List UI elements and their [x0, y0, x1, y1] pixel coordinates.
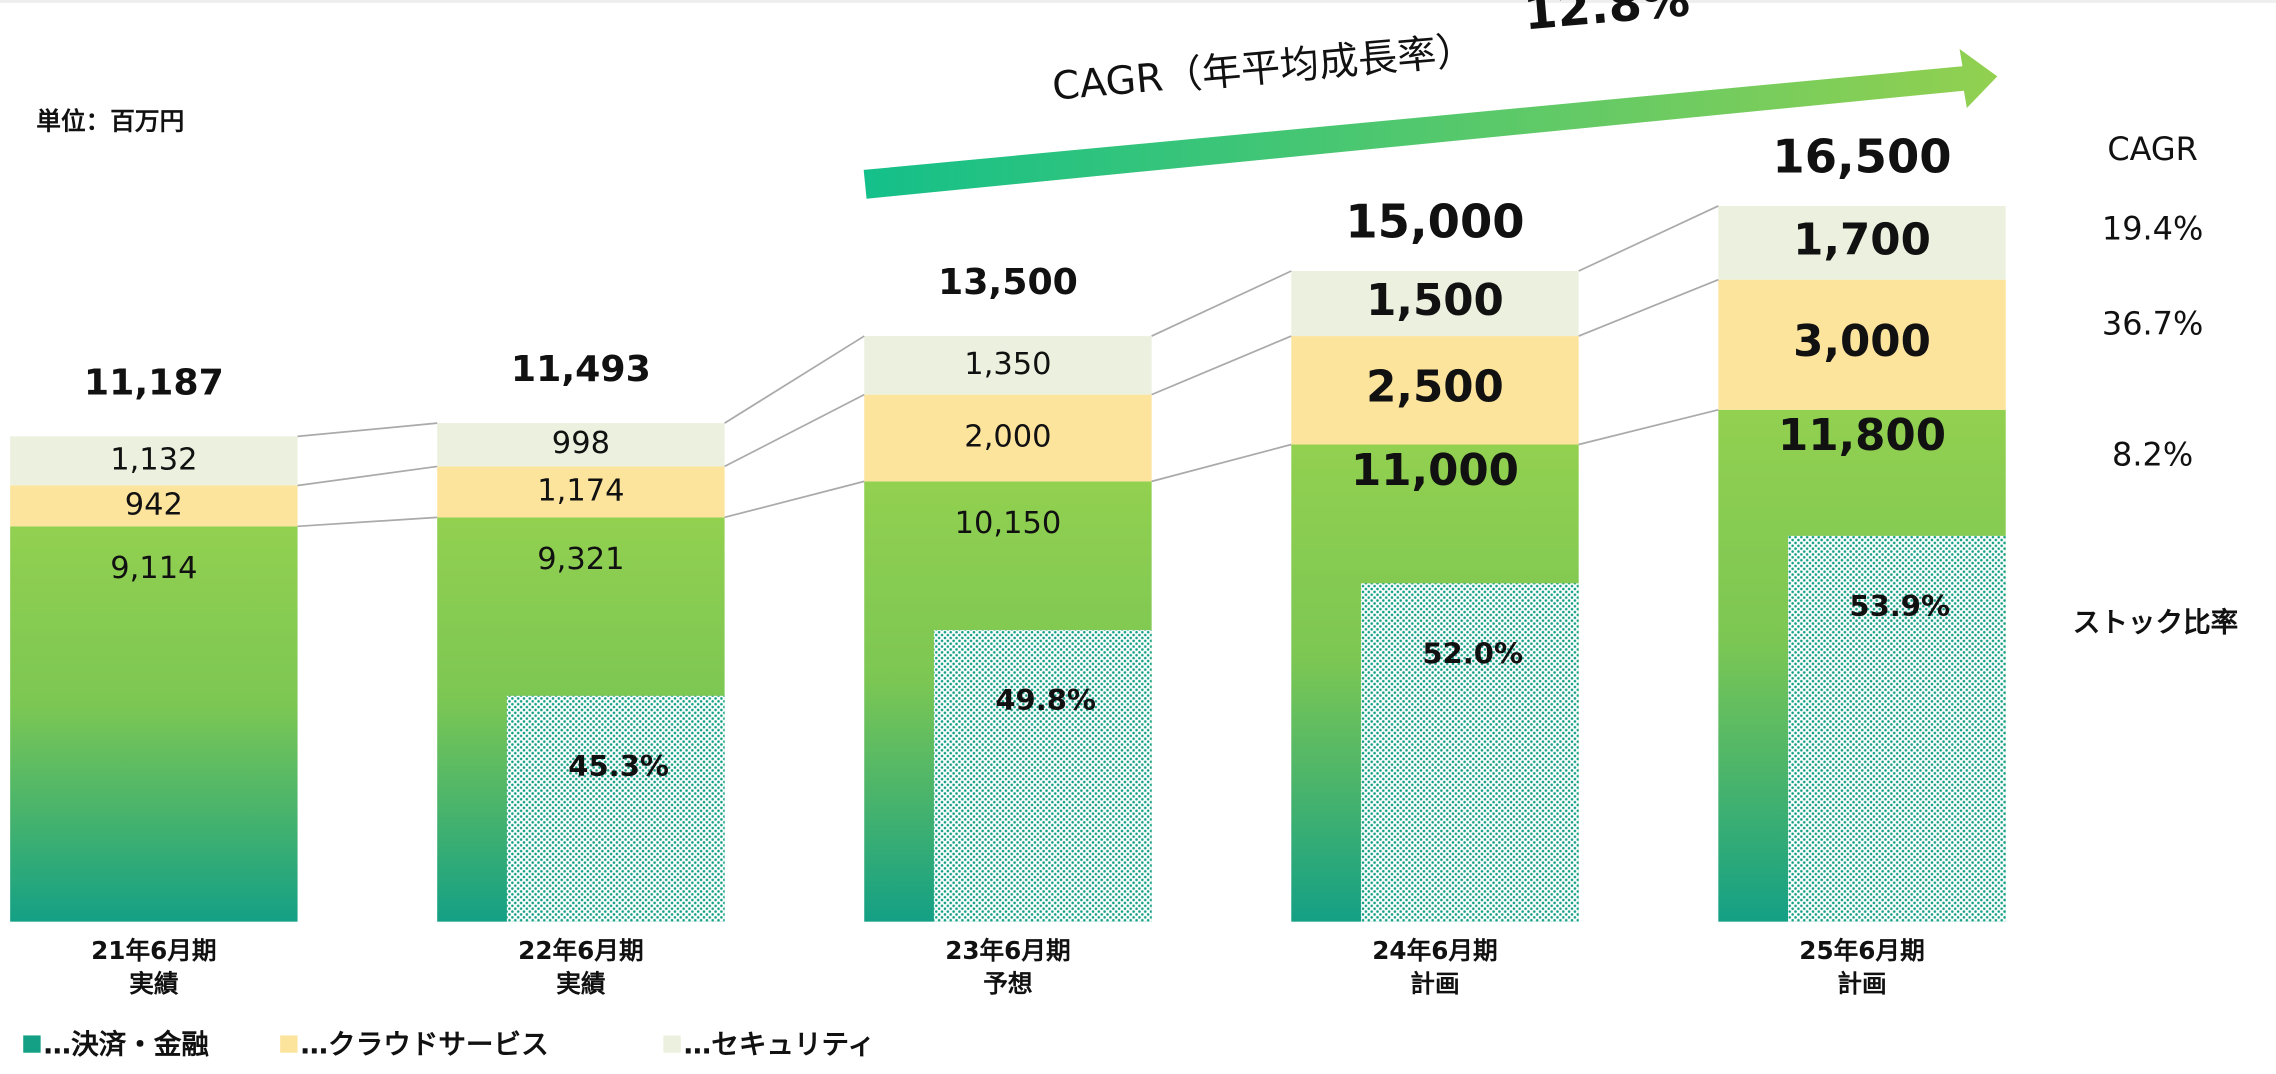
bar-segment [864, 336, 1152, 395]
segment-label: 11,000 [1351, 446, 1519, 496]
legend-swatch [663, 1035, 681, 1053]
connector [1151, 443, 1292, 483]
cagr-header: CAGR [2107, 131, 2197, 168]
bar-segment [10, 485, 298, 527]
segment-label: 9,114 [110, 551, 197, 586]
connector [297, 422, 438, 438]
stock-hatch [506, 695, 725, 922]
series-cagr: 19.4% [2102, 210, 2203, 247]
x-tick-label: 24年6月期 [1372, 936, 1497, 965]
x-tick-note: 実績 [556, 969, 606, 998]
total-label: 13,500 [938, 260, 1078, 303]
segment-label: 1,132 [110, 442, 197, 477]
top-border [0, 0, 2276, 3]
bar-segment [10, 526, 298, 922]
segment-label: 998 [552, 426, 610, 461]
connector [1151, 270, 1292, 337]
x-tick-label: 22年6月期 [518, 936, 643, 965]
legend-label: …決済・金融 [44, 1029, 210, 1061]
bar-segment [437, 466, 725, 518]
connector [1578, 278, 1719, 337]
total-label: 16,500 [1772, 129, 1951, 183]
connector [724, 335, 865, 424]
legend-label: …セキュリティ [684, 1030, 875, 1061]
legend-label: …クラウドサービス [300, 1030, 548, 1061]
connector [724, 393, 865, 468]
segment-label: 10,150 [955, 506, 1062, 541]
x-tick-note: 計画 [1837, 969, 1886, 998]
total-cagr: 12.8% [1521, 0, 1691, 41]
bar-segment [437, 423, 725, 467]
bar-segment [1291, 336, 1579, 445]
segment-label: 2,500 [1366, 363, 1504, 413]
connector [1578, 205, 1719, 272]
total-label: 11,187 [84, 361, 224, 404]
stock-hatch [1787, 535, 2006, 922]
series-cagr: 36.7% [2102, 306, 2203, 343]
segment-label: 9,321 [537, 542, 624, 577]
segment-label: 2,000 [964, 420, 1051, 455]
stock-label: 53.9% [1849, 589, 1950, 623]
segment-label: 11,800 [1778, 411, 1946, 461]
x-tick-label: 25年6月期 [1799, 936, 1924, 965]
bar-segment [1718, 205, 2006, 280]
cagr-title: CAGR（年平均成長率） [1050, 28, 1477, 109]
connector [1151, 335, 1292, 396]
stock-label: ストック比率 [2073, 607, 2238, 639]
x-tick-label: 21年6月期 [91, 936, 216, 965]
x-tick-note: 実績 [129, 969, 179, 998]
x-tick-note: 計画 [1410, 969, 1459, 998]
x-tick-label: 23年6月期 [945, 936, 1070, 965]
segment-label: 1,500 [1366, 276, 1504, 326]
connector [1578, 408, 1719, 446]
connector [297, 465, 438, 487]
segment-label: 1,174 [537, 473, 624, 508]
bar-segment [864, 394, 1152, 482]
bar-segment [1291, 271, 1579, 337]
segment-label: 1,700 [1793, 215, 1931, 265]
legend-swatch [280, 1035, 298, 1053]
x-tick-note: 予想 [983, 969, 1032, 998]
series-cagr: 8.2% [2112, 437, 2193, 474]
segment-label: 942 [125, 487, 183, 522]
unit-label: 単位：百万円 [36, 106, 184, 135]
legend-swatch [23, 1035, 41, 1053]
segment-label: 1,350 [964, 347, 1051, 382]
connector [297, 516, 438, 528]
connector [724, 480, 865, 519]
total-label: 11,493 [511, 347, 651, 390]
segment-label: 3,000 [1793, 317, 1931, 367]
stock-label: 52.0% [1422, 636, 1523, 670]
stock-hatch [933, 630, 1152, 922]
total-label: 15,000 [1345, 195, 1524, 249]
stock-label: 45.3% [568, 749, 669, 783]
stock-hatch [1360, 583, 1579, 922]
cagr-arrow [863, 48, 1998, 199]
bar-segment [1718, 279, 2006, 410]
stock-label: 49.8% [995, 683, 1096, 717]
bar-segment [10, 436, 298, 486]
